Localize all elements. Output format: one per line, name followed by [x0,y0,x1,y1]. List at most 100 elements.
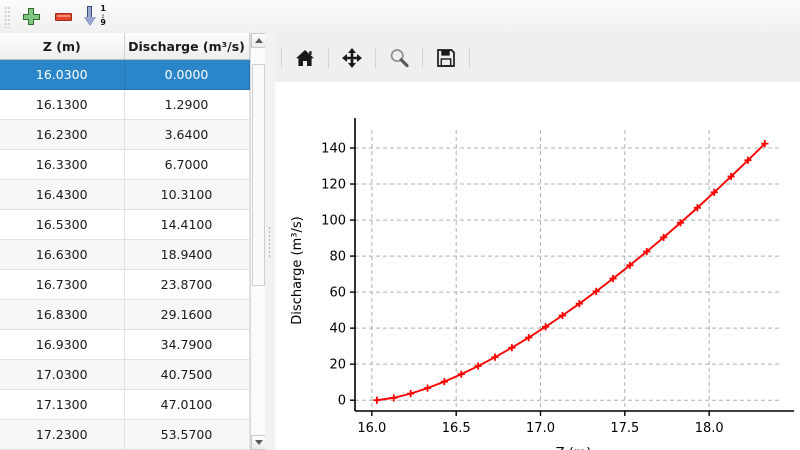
y-tick-label: 0 [338,394,346,409]
plus-icon [22,8,40,25]
toolbar-drag-handle[interactable] [4,5,11,28]
cell-z[interactable]: 16.3300 [0,149,125,180]
table-row[interactable]: 16.6300 18.9400 [0,239,250,270]
table-row[interactable]: 16.3300 6.7000 [0,149,250,180]
x-tick-label: 16.0 [357,421,386,436]
toolbar-separator [375,47,376,68]
magnifier-icon [390,48,409,67]
pan-button[interactable] [335,41,369,75]
cell-z[interactable]: 16.5300 [0,209,125,240]
move-arrows-icon [342,47,362,68]
toolbar-separator [422,47,423,68]
cell-discharge[interactable]: 40.7500 [124,359,250,390]
data-point-markers [373,140,769,404]
cell-discharge[interactable]: 14.4100 [124,209,250,240]
cell-discharge[interactable]: 3.6400 [124,119,250,150]
x-tick-label: 16.5 [442,421,471,436]
cell-z[interactable]: 16.1300 [0,89,125,120]
axis-spines [354,118,794,412]
table-body: 16.0300 0.0000 16.1300 1.2900 16.2300 3.6400 1… [0,59,250,450]
cell-z[interactable]: 16.2300 [0,119,125,150]
toolbar-separator [281,47,282,68]
sort-digit-top: 1 [100,4,106,13]
cell-discharge[interactable]: 34.7900 [124,329,250,360]
home-icon [296,49,314,66]
cell-z[interactable]: 16.4300 [0,179,125,210]
table-row[interactable]: 17.2300 53.5700 [0,419,250,450]
y-tick-label: 20 [329,358,346,373]
save-button[interactable] [429,41,463,75]
table-row[interactable]: 16.8300 29.1600 [0,299,250,330]
sort-digit-bottom: 9 [100,18,106,27]
cell-z[interactable]: 16.8300 [0,299,125,330]
x-tick-label: 17.5 [610,421,639,436]
table-vertical-scrollbar[interactable] [250,33,266,450]
toolbar-separator [469,47,470,68]
column-header-z[interactable]: Z (m) [0,33,125,60]
zoom-button[interactable] [382,41,416,75]
cell-discharge[interactable]: 0.0000 [124,59,250,90]
y-tick-label: 120 [321,178,346,193]
add-row-button[interactable] [15,2,47,32]
scroll-down-button[interactable] [251,435,266,450]
sort-ascending-button[interactable]: 1 9 [79,2,111,32]
cell-discharge[interactable]: 1.2900 [124,89,250,120]
y-tick-label: 80 [329,250,346,265]
panel-splitter[interactable] [265,33,275,450]
table-row[interactable]: 17.0300 40.7500 [0,359,250,390]
matplotlib-toolbar [275,33,800,82]
scrollbar-track[interactable] [251,48,266,435]
scroll-up-button[interactable] [251,33,266,48]
cell-z[interactable]: 17.1300 [0,389,125,420]
cell-discharge[interactable]: 29.1600 [124,299,250,330]
grid-lines [355,130,780,411]
cell-discharge[interactable]: 6.7000 [124,149,250,180]
home-button[interactable] [288,41,322,75]
discharge-rating-curve-figure[interactable]: 0 20 40 60 80 100 120 140 16.0 16.5 17.0 17.5 18.0 Z … [275,82,800,450]
cell-discharge[interactable]: 47.0100 [124,389,250,420]
table-header-row: Z (m) Discharge (m³/s) [0,33,250,60]
cell-z[interactable]: 16.6300 [0,239,125,270]
chevron-up-icon [254,38,263,43]
chart-panel: 0 20 40 60 80 100 120 140 16.0 16.5 17.0 17.5 18.0 Z … [275,33,800,450]
x-axis-label: Z (m) [556,446,592,450]
cell-z[interactable]: 16.0300 [0,59,125,90]
x-tick-label: 17.0 [526,421,555,436]
y-axis-label: Discharge (m³/s) [290,216,305,324]
y-tick-label: 60 [329,286,346,301]
rating-curve-table: Z (m) Discharge (m³/s) 16.0300 0.0000 16.1… [0,33,250,450]
floppy-disk-icon [437,48,455,67]
table-row[interactable]: 17.1300 47.0100 [0,389,250,420]
scrollbar-thumb[interactable] [252,64,265,286]
cell-discharge[interactable]: 10.3100 [124,179,250,210]
table-row[interactable]: 16.9300 34.7900 [0,329,250,360]
main-toolbar: 1 9 [0,0,800,34]
cell-z[interactable]: 16.9300 [0,329,125,360]
rating-curve-table-panel: Z (m) Discharge (m³/s) 16.0300 0.0000 16.1… [0,33,266,450]
cell-z[interactable]: 17.0300 [0,359,125,390]
minus-icon [54,12,72,21]
table-row[interactable]: 16.1300 1.2900 [0,89,250,120]
cell-z[interactable]: 17.2300 [0,419,125,450]
sort-1-9-descending-icon: 1 9 [84,4,106,27]
table-row[interactable]: 16.7300 23.8700 [0,269,250,300]
axis-ticks: 0 20 40 60 80 100 120 140 16.0 16.5 17.0 17.5 18.0 [321,142,723,436]
cell-z[interactable]: 16.7300 [0,269,125,300]
chevron-down-icon [254,440,263,445]
column-header-discharge[interactable]: Discharge (m³/s) [124,33,250,60]
cell-discharge[interactable]: 23.8700 [124,269,250,300]
remove-row-button[interactable] [47,2,79,32]
table-row[interactable]: 16.2300 3.6400 [0,119,250,150]
y-tick-label: 140 [321,142,346,157]
toolbar-separator [328,47,329,68]
table-row[interactable]: 16.5300 14.4100 [0,209,250,240]
splitter-grip-icon [268,225,271,258]
x-tick-label: 18.0 [695,421,724,436]
cell-discharge[interactable]: 53.5700 [124,419,250,450]
table-row[interactable]: 16.4300 10.3100 [0,179,250,210]
rating-curve-line [376,142,766,402]
y-tick-label: 40 [329,322,346,337]
cell-discharge[interactable]: 18.9400 [124,239,250,270]
table-row[interactable]: 16.0300 0.0000 [0,59,250,90]
